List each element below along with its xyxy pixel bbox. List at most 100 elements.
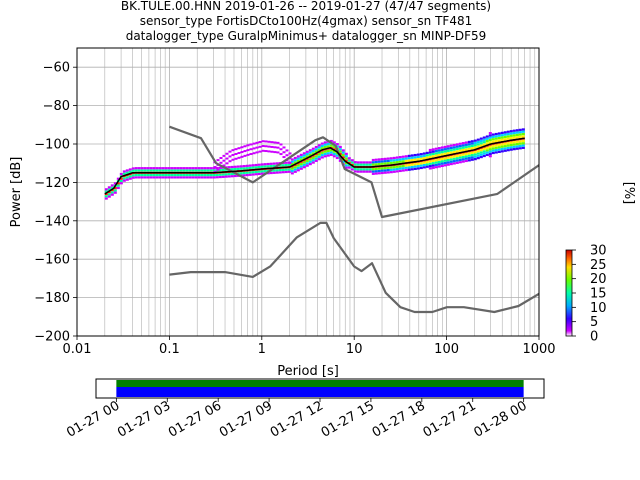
heat-cell [485, 153, 489, 157]
heat-cell [314, 150, 318, 153]
heat-cell [248, 171, 252, 174]
heat-cell [458, 147, 462, 150]
heat-cell [272, 171, 276, 174]
heat-cell [371, 168, 375, 171]
heat-cell [122, 170, 126, 173]
heat-cell [329, 151, 333, 154]
heat-cell-secondary [261, 145, 265, 148]
y-tick-label: −180 [34, 291, 70, 306]
heat-cell [473, 139, 477, 142]
heat-cell [305, 164, 309, 167]
heat-cell [389, 157, 393, 160]
heat-cell [386, 166, 390, 169]
heat-cell [449, 146, 453, 150]
heat-cell [149, 174, 153, 177]
timeline-coverage-bottom [116, 387, 524, 397]
heat-cell [119, 179, 123, 183]
heat-cell-secondary [285, 154, 289, 157]
heat-cell [290, 160, 294, 163]
heat-cell-secondary [258, 145, 262, 148]
heat-cell-secondary [246, 144, 250, 147]
heat-cell [224, 175, 228, 178]
colorbar-tick-label: 20 [590, 272, 607, 287]
heat-cell [485, 146, 489, 150]
heat-cell [194, 167, 198, 170]
heat-cell [329, 149, 333, 152]
heat-cell [230, 175, 234, 178]
heat-cell [326, 142, 330, 146]
heat-cell [479, 144, 483, 147]
heat-cell [401, 167, 405, 170]
heat-cell [338, 159, 342, 162]
heat-cell [422, 152, 426, 155]
heat-cell [410, 154, 414, 157]
heat-cell [125, 176, 129, 179]
heat-cell [434, 154, 438, 157]
heat-cell [446, 156, 450, 159]
heat-cell [428, 167, 432, 170]
heat-cell [134, 174, 138, 177]
heat-cell [332, 150, 336, 153]
heat-cell [302, 163, 306, 166]
heat-cell [419, 166, 423, 170]
heat-cell-secondary [228, 160, 232, 163]
heat-cell [353, 163, 357, 166]
heat-cell [431, 150, 435, 153]
heat-cell-secondary [222, 159, 226, 162]
heat-cell [446, 161, 450, 164]
heat-cell [452, 157, 456, 160]
heat-cell [278, 171, 282, 174]
heat-cell [254, 163, 258, 167]
heat-cell [413, 153, 417, 157]
heat-cell [401, 169, 405, 172]
heat-cell [458, 149, 462, 152]
y-tick-label: −80 [43, 99, 70, 114]
heat-cell [194, 176, 198, 179]
heat-cell-secondary [249, 153, 253, 156]
x-tick-label: 10 [346, 342, 363, 357]
heat-cell [293, 168, 297, 171]
heat-cell [509, 148, 513, 151]
heat-cell [461, 144, 465, 147]
heat-cell [227, 166, 231, 169]
heat-cell [299, 167, 303, 170]
heat-cell [134, 169, 138, 172]
heat-cell [260, 170, 264, 173]
heat-cell [320, 147, 324, 150]
heat-cell [308, 158, 312, 161]
heat-cell [500, 143, 504, 146]
heat-cell [221, 175, 225, 178]
heat-cell [467, 156, 471, 160]
heat-cell [476, 152, 480, 155]
heat-cell [506, 144, 510, 147]
heat-cell [167, 176, 171, 179]
heat-cell [368, 163, 372, 166]
heat-cell [509, 141, 513, 144]
heat-cell [113, 186, 117, 190]
heat-cell [314, 155, 318, 158]
heat-cell [260, 172, 264, 175]
heat-cell [479, 155, 483, 159]
heat-cell [491, 135, 495, 138]
heat-cell [458, 161, 462, 164]
heat-cell [389, 166, 393, 169]
heat-cell [314, 148, 318, 151]
heat-cell [212, 169, 216, 172]
heat-cell [437, 160, 441, 164]
heat-cell [479, 142, 483, 145]
heat-cell [380, 167, 384, 170]
heat-cell [431, 152, 435, 156]
heat-cell [188, 169, 192, 172]
heat-cell [503, 133, 507, 136]
heat-cell-secondary [252, 152, 256, 155]
heat-cell [500, 131, 504, 134]
colorbar-label: [%] [621, 182, 636, 205]
heat-cell [476, 145, 480, 148]
heat-cell [242, 174, 246, 177]
heat-cell [107, 190, 111, 194]
heat-cell [464, 148, 468, 151]
heat-cell [452, 148, 456, 151]
heat-cell [116, 184, 120, 187]
